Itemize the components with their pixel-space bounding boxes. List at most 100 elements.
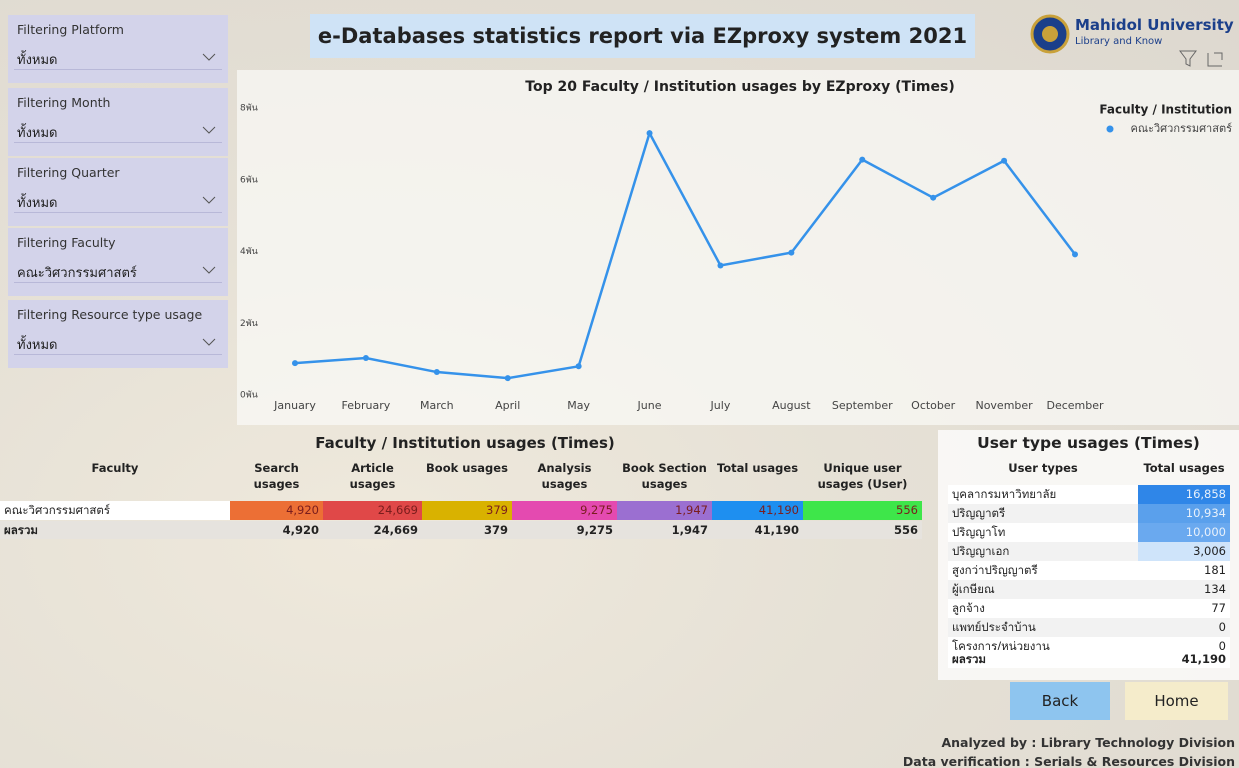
y-tick-label: 0พัน: [240, 391, 258, 401]
table-cell: สูงกว่าปริญญาตรี: [948, 561, 1138, 580]
logo-emblem: [1030, 14, 1070, 54]
table-cell: 4,920: [230, 501, 323, 520]
data-point: [575, 363, 582, 370]
filter-slicer[interactable]: Filtering Quarter ทั้งหมด: [8, 158, 228, 226]
line-chart-panel: Top 20 Faculty / Institution usages by E…: [237, 70, 1239, 425]
nav-button[interactable]: Home: [1125, 682, 1228, 720]
table-cell: ผู้เกษียณ: [948, 580, 1138, 599]
column-header: Total usages: [716, 461, 799, 475]
column-header: Book usages: [426, 461, 508, 475]
table-cell: ปริญญาโท: [948, 523, 1138, 542]
filter-label: Filtering Platform: [17, 22, 124, 37]
total-cell: 24,669: [323, 521, 422, 539]
faculty-table: Faculty / Institution usages (Times) Facu…: [0, 430, 930, 545]
x-tick-label: November: [975, 399, 1033, 412]
chevron: [202, 53, 216, 61]
nav-button[interactable]: Back: [1010, 682, 1110, 720]
data-point: [646, 130, 653, 137]
column-header: Analysis usages: [537, 461, 592, 491]
filter-label: Filtering Month: [17, 95, 111, 110]
table-cell: 134: [1138, 580, 1230, 599]
data-point: [717, 262, 724, 269]
table-cell: แพทย์ประจำบ้าน: [948, 618, 1138, 637]
x-tick-label: July: [710, 399, 731, 412]
filter-label: Filtering Quarter: [17, 165, 120, 180]
footer-text: Data verification : Serials & Resources …: [902, 754, 1235, 768]
filter-select[interactable]: [14, 256, 222, 283]
table-cell: 9,275: [512, 501, 617, 520]
table-cell: 77: [1138, 599, 1230, 618]
column-header: User types: [1008, 461, 1078, 475]
chevron: [202, 196, 216, 204]
y-tick-label: 6พัน: [240, 175, 258, 185]
data-point: [930, 194, 937, 201]
chevron: [202, 266, 216, 274]
total-cell: 4,920: [230, 521, 323, 539]
y-tick-label: 2พัน: [240, 319, 258, 329]
x-tick-label: February: [342, 399, 391, 412]
table-cell: 41,190: [712, 501, 803, 520]
table-cell: ปริญญาเอก: [948, 542, 1138, 561]
filter-label: Filtering Faculty: [17, 235, 116, 250]
filter-slicer[interactable]: Filtering Platform ทั้งหมด: [8, 15, 228, 83]
column-header: Total usages: [1143, 461, 1225, 475]
logo-name: Mahidol University: [1075, 16, 1234, 34]
chevron: [202, 338, 216, 346]
filter-value: ทั้งหมด: [17, 196, 58, 211]
x-tick-label: January: [273, 399, 316, 412]
column-header: Search usages: [253, 461, 300, 491]
visual-icons[interactable]: [1178, 48, 1228, 70]
filter-slicer[interactable]: Filtering Resource type usage ทั้งหมด: [8, 300, 228, 368]
total-cell: ผลรวม: [948, 650, 1138, 668]
legend-entry: คณะวิศวกรรมศาสตร์: [1131, 122, 1233, 135]
filter-select[interactable]: [14, 43, 222, 70]
x-tick-label: August: [772, 399, 811, 412]
filter-slicer[interactable]: Filtering Month ทั้งหมด: [8, 88, 228, 156]
chart-title: Top 20 Faculty / Institution usages by E…: [525, 79, 954, 95]
table-cell: 10,934: [1138, 504, 1230, 523]
column-header: Unique user usages (User): [817, 461, 908, 491]
y-tick-label: 4พัน: [240, 247, 258, 257]
table-cell: 10,000: [1138, 523, 1230, 542]
x-tick-label: April: [495, 399, 520, 412]
x-tick-label: September: [832, 399, 893, 412]
table-cell: 16,858: [1138, 485, 1230, 504]
data-point: [433, 369, 440, 376]
filter-slicer[interactable]: Filtering Faculty คณะวิศวกรรมศาสตร์: [8, 228, 228, 296]
table-title: User type usages (Times): [977, 434, 1200, 452]
x-tick-label: October: [911, 399, 955, 412]
total-cell: 379: [422, 521, 512, 539]
logo: Mahidol University Library and Know: [1030, 12, 1235, 67]
filter-label: Filtering Resource type usage: [17, 307, 203, 322]
x-tick-label: June: [637, 399, 662, 412]
data-point: [859, 156, 866, 163]
filter-select[interactable]: [14, 328, 222, 355]
line-chart: Top 20 Faculty / Institution usages by E…: [240, 79, 1233, 412]
table-title: Faculty / Institution usages (Times): [315, 434, 615, 452]
x-tick-label: May: [567, 399, 590, 412]
table-cell: 556: [803, 501, 922, 520]
filter-value: คณะวิศวกรรมศาสตร์: [17, 266, 137, 281]
table-cell: บุคลากรมหาวิทยาลัย: [948, 485, 1138, 504]
table-cell: 0: [1138, 618, 1230, 637]
footer-text: Analyzed by : Library Technology Divisio…: [941, 735, 1235, 750]
filter-select[interactable]: [14, 116, 222, 143]
data-point: [362, 355, 369, 362]
legend-title: Faculty / Institution: [1099, 103, 1232, 117]
filter-value: ทั้งหมด: [17, 126, 58, 141]
legend-swatch: [1106, 125, 1114, 133]
data-point: [292, 360, 298, 367]
x-tick-label: March: [420, 399, 454, 412]
data-point: [788, 249, 795, 256]
total-cell: 556: [803, 521, 922, 539]
total-cell: 1,947: [617, 521, 712, 539]
column-header: Article usages: [349, 461, 396, 491]
table-cell: ปริญญาตรี: [948, 504, 1138, 523]
table-cell: 1,947: [617, 501, 712, 520]
table-cell: ลูกจ้าง: [948, 599, 1138, 618]
data-point: [504, 375, 511, 382]
filter-select[interactable]: [14, 186, 222, 213]
report-title: e-Databases statistics report via EZprox…: [310, 14, 975, 58]
y-tick-label: 8พัน: [240, 104, 258, 114]
total-cell: 41,190: [1138, 650, 1230, 668]
